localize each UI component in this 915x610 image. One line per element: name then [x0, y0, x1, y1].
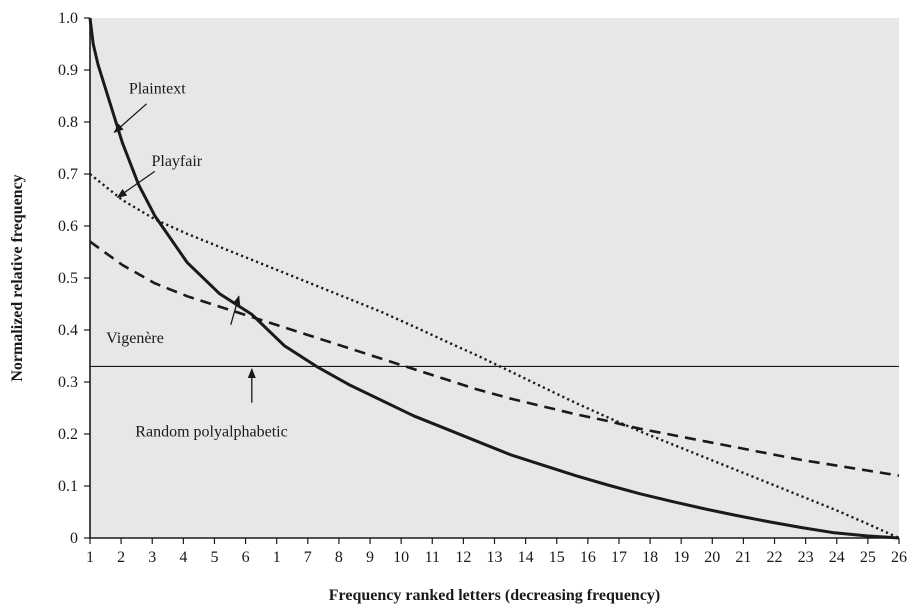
series-line-playfair: [89, 173, 900, 540]
annotation-layer: Plaintext Playfair Vigenère Random polyalph…: [106, 80, 288, 440]
vigen-re-label: Vigenère: [106, 330, 164, 347]
x-tick-label: 10: [393, 549, 409, 566]
axes-layer: 1 2 3 4 5 6 1 7 8 9 10 11 12 13 14 15 16 17 18 19 20 21 22 23 24…: [58, 10, 907, 566]
series-line-vigen-re: [89, 240, 900, 477]
series-layer: [88, 17, 900, 540]
y-axis-title: Normalized relative frequency: [9, 174, 26, 381]
x-tick-label: 26: [891, 549, 907, 566]
y-tick-label: 0.1: [58, 478, 78, 495]
playfair-arrow: [116, 170, 156, 198]
y-tick-label: 0.3: [58, 374, 78, 391]
x-tick-label: 12: [455, 549, 471, 566]
y-tick-label: 0.9: [58, 62, 78, 79]
y-tick-label: 0: [70, 530, 78, 547]
x-tick-label: 9: [366, 549, 374, 566]
x-tick-label: 14: [518, 549, 534, 566]
x-tick-label: 24: [829, 549, 845, 566]
x-tick-label: 6: [242, 549, 250, 566]
x-tick-label: 19: [673, 549, 689, 566]
x-tick-label: 16: [580, 549, 596, 566]
y-tick-label: 0.8: [58, 114, 78, 131]
plot-area: [90, 18, 899, 538]
y-tick-label: 1.0: [58, 10, 78, 27]
x-tick-label: 1: [86, 549, 94, 566]
x-tick-label: 25: [860, 549, 876, 566]
x-tick-label: 22: [767, 549, 783, 566]
x-tick-label: 20: [704, 549, 720, 566]
x-tick-label: 8: [335, 549, 343, 566]
y-tick-label: 0.6: [58, 218, 78, 235]
x-tick-label: 3: [148, 549, 156, 566]
x-tick-label: 18: [642, 549, 658, 566]
playfair-label: Playfair: [151, 153, 202, 170]
x-tick-label: 17: [611, 549, 627, 566]
vigen-re-arrow: [230, 295, 241, 325]
y-tick-label: 0.7: [58, 166, 78, 183]
random-polyalphabetic-label: Random polyalphabetic: [135, 424, 287, 441]
x-tick-label: 2: [117, 549, 125, 566]
plaintext-arrow: [113, 103, 148, 134]
y-tick-label: 0.2: [58, 426, 78, 443]
plaintext-label: Plaintext: [129, 80, 186, 97]
x-tick-label: 1: [273, 549, 281, 566]
x-tick-label: 13: [487, 549, 503, 566]
x-tick-label: 23: [798, 549, 814, 566]
x-tick-label: 15: [549, 549, 565, 566]
y-tick-label: 0.4: [58, 322, 78, 339]
y-tick-label: 0.5: [58, 270, 78, 287]
series-line-plaintext: [88, 17, 900, 540]
x-tick-label: 11: [425, 549, 440, 566]
x-tick-label: 4: [179, 549, 187, 566]
x-tick-label: 21: [735, 549, 751, 566]
x-axis-title: Frequency ranked letters (decreasing fre…: [329, 587, 661, 604]
x-tick-label: 5: [210, 549, 218, 566]
x-tick-label: 7: [304, 549, 312, 566]
